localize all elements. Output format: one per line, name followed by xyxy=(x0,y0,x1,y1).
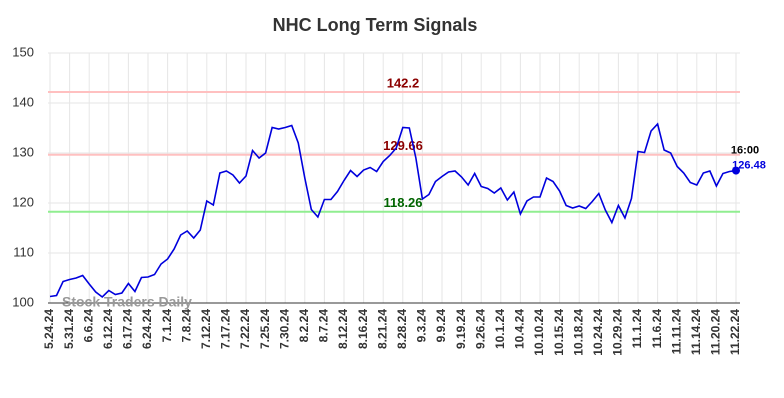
x-tick-label: 6.6.24 xyxy=(81,309,95,343)
signal-label: 129.66 xyxy=(383,138,423,153)
x-tick-label: 9.19.24 xyxy=(454,309,468,349)
signal-label: 118.26 xyxy=(383,195,422,210)
y-tick-label: 140 xyxy=(12,94,34,109)
watermark: Stock Traders Daily xyxy=(62,294,192,310)
last-value: 126.48 xyxy=(732,160,766,172)
x-tick-label: 11.1.24 xyxy=(630,309,644,349)
x-tick-label: 11.20.24 xyxy=(709,309,723,355)
x-tick-label: 11.6.24 xyxy=(650,309,664,349)
x-tick-label: 10.18.24 xyxy=(571,309,585,356)
x-tick-label: 8.16.24 xyxy=(356,309,370,349)
y-tick-label: 150 xyxy=(12,44,34,59)
x-tick-label: 6.24.24 xyxy=(140,309,154,349)
x-tick-label: 6.12.24 xyxy=(101,309,115,349)
x-tick-label: 6.17.24 xyxy=(121,309,135,349)
x-tick-label: 8.21.24 xyxy=(375,309,389,349)
x-tick-label: 8.12.24 xyxy=(336,309,350,349)
x-tick-label: 10.15.24 xyxy=(552,309,566,356)
x-tick-label: 10.10.24 xyxy=(532,309,546,356)
last-point xyxy=(732,166,740,175)
x-tick-label: 9.26.24 xyxy=(473,309,487,349)
x-tick-label: 11.22.24 xyxy=(728,309,742,355)
y-tick-label: 120 xyxy=(12,194,34,209)
y-tick-label: 130 xyxy=(12,144,34,159)
x-tick-label: 7.1.24 xyxy=(160,309,174,343)
x-tick-label: 10.29.24 xyxy=(611,309,625,356)
x-tick-label: 7.17.24 xyxy=(219,309,233,349)
y-tick-label: 100 xyxy=(12,294,34,309)
x-tick-label: 8.7.24 xyxy=(317,309,331,343)
x-tick-label: 10.4.24 xyxy=(513,309,527,349)
x-tick-label: 5.31.24 xyxy=(62,309,76,349)
x-tick-label: 7.30.24 xyxy=(277,309,291,349)
x-tick-label: 7.22.24 xyxy=(238,309,252,349)
x-tick-label: 11.11.24 xyxy=(669,309,683,355)
x-tick-label: 5.24.24 xyxy=(42,309,56,349)
price-line xyxy=(49,122,737,299)
signal-label: 142.2 xyxy=(387,75,420,90)
last-time: 16:00 xyxy=(731,145,759,157)
x-tick-label: 8.2.24 xyxy=(297,309,311,343)
x-tick-label: 8.28.24 xyxy=(395,309,409,349)
x-tick-label: 9.9.24 xyxy=(434,309,448,343)
x-tick-label: 11.14.24 xyxy=(689,309,703,355)
y-tick-label: 110 xyxy=(13,244,34,259)
x-tick-label: 10.24.24 xyxy=(591,309,605,356)
x-tick-label: 9.3.24 xyxy=(415,309,429,343)
chart-title: NHC Long Term Signals xyxy=(273,15,478,35)
x-tick-label: 7.8.24 xyxy=(179,309,193,343)
x-tick-label: 7.12.24 xyxy=(199,309,213,349)
x-tick-label: 7.25.24 xyxy=(258,309,272,349)
x-tick-label: 10.1.24 xyxy=(493,309,507,349)
